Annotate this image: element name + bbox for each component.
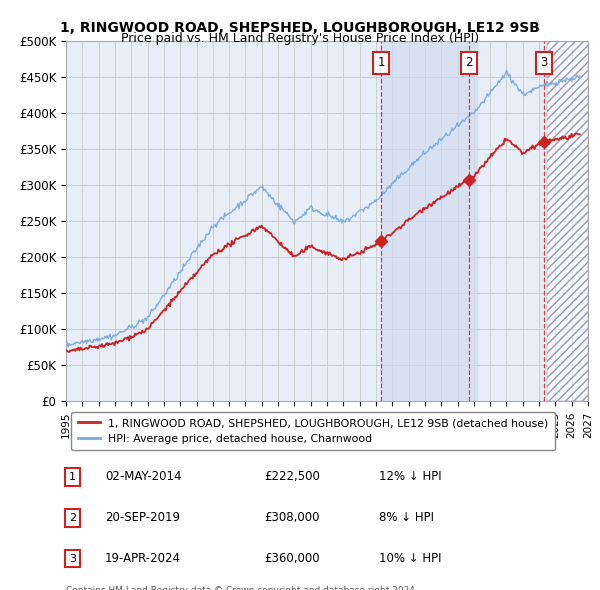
Text: £308,000: £308,000	[265, 511, 320, 524]
Bar	[547, 41, 588, 401]
Text: 2: 2	[466, 57, 473, 70]
Text: 1: 1	[69, 472, 76, 481]
Text: 3: 3	[540, 57, 548, 70]
Text: £360,000: £360,000	[265, 552, 320, 565]
Text: 20-SEP-2019: 20-SEP-2019	[105, 511, 180, 524]
Text: 8% ↓ HPI: 8% ↓ HPI	[379, 511, 434, 524]
Text: 2: 2	[69, 513, 76, 523]
Text: 1, RINGWOOD ROAD, SHEPSHED, LOUGHBOROUGH, LE12 9SB: 1, RINGWOOD ROAD, SHEPSHED, LOUGHBOROUGH…	[60, 21, 540, 35]
Text: 3: 3	[69, 553, 76, 563]
Text: £222,500: £222,500	[265, 470, 320, 483]
Bar	[547, 41, 588, 401]
Text: 1: 1	[377, 57, 385, 70]
Text: Price paid vs. HM Land Registry's House Price Index (HPI): Price paid vs. HM Land Registry's House …	[121, 32, 479, 45]
Text: 10% ↓ HPI: 10% ↓ HPI	[379, 552, 442, 565]
Text: 12% ↓ HPI: 12% ↓ HPI	[379, 470, 442, 483]
Text: 02-MAY-2014: 02-MAY-2014	[105, 470, 182, 483]
Text: Contains HM Land Registry data © Crown copyright and database right 2024.: Contains HM Land Registry data © Crown c…	[66, 586, 418, 590]
Bar	[382, 41, 477, 401]
Legend: 1, RINGWOOD ROAD, SHEPSHED, LOUGHBOROUGH, LE12 9SB (detached house), HPI: Averag: 1, RINGWOOD ROAD, SHEPSHED, LOUGHBOROUGH…	[71, 412, 555, 450]
Text: 19-APR-2024: 19-APR-2024	[105, 552, 181, 565]
